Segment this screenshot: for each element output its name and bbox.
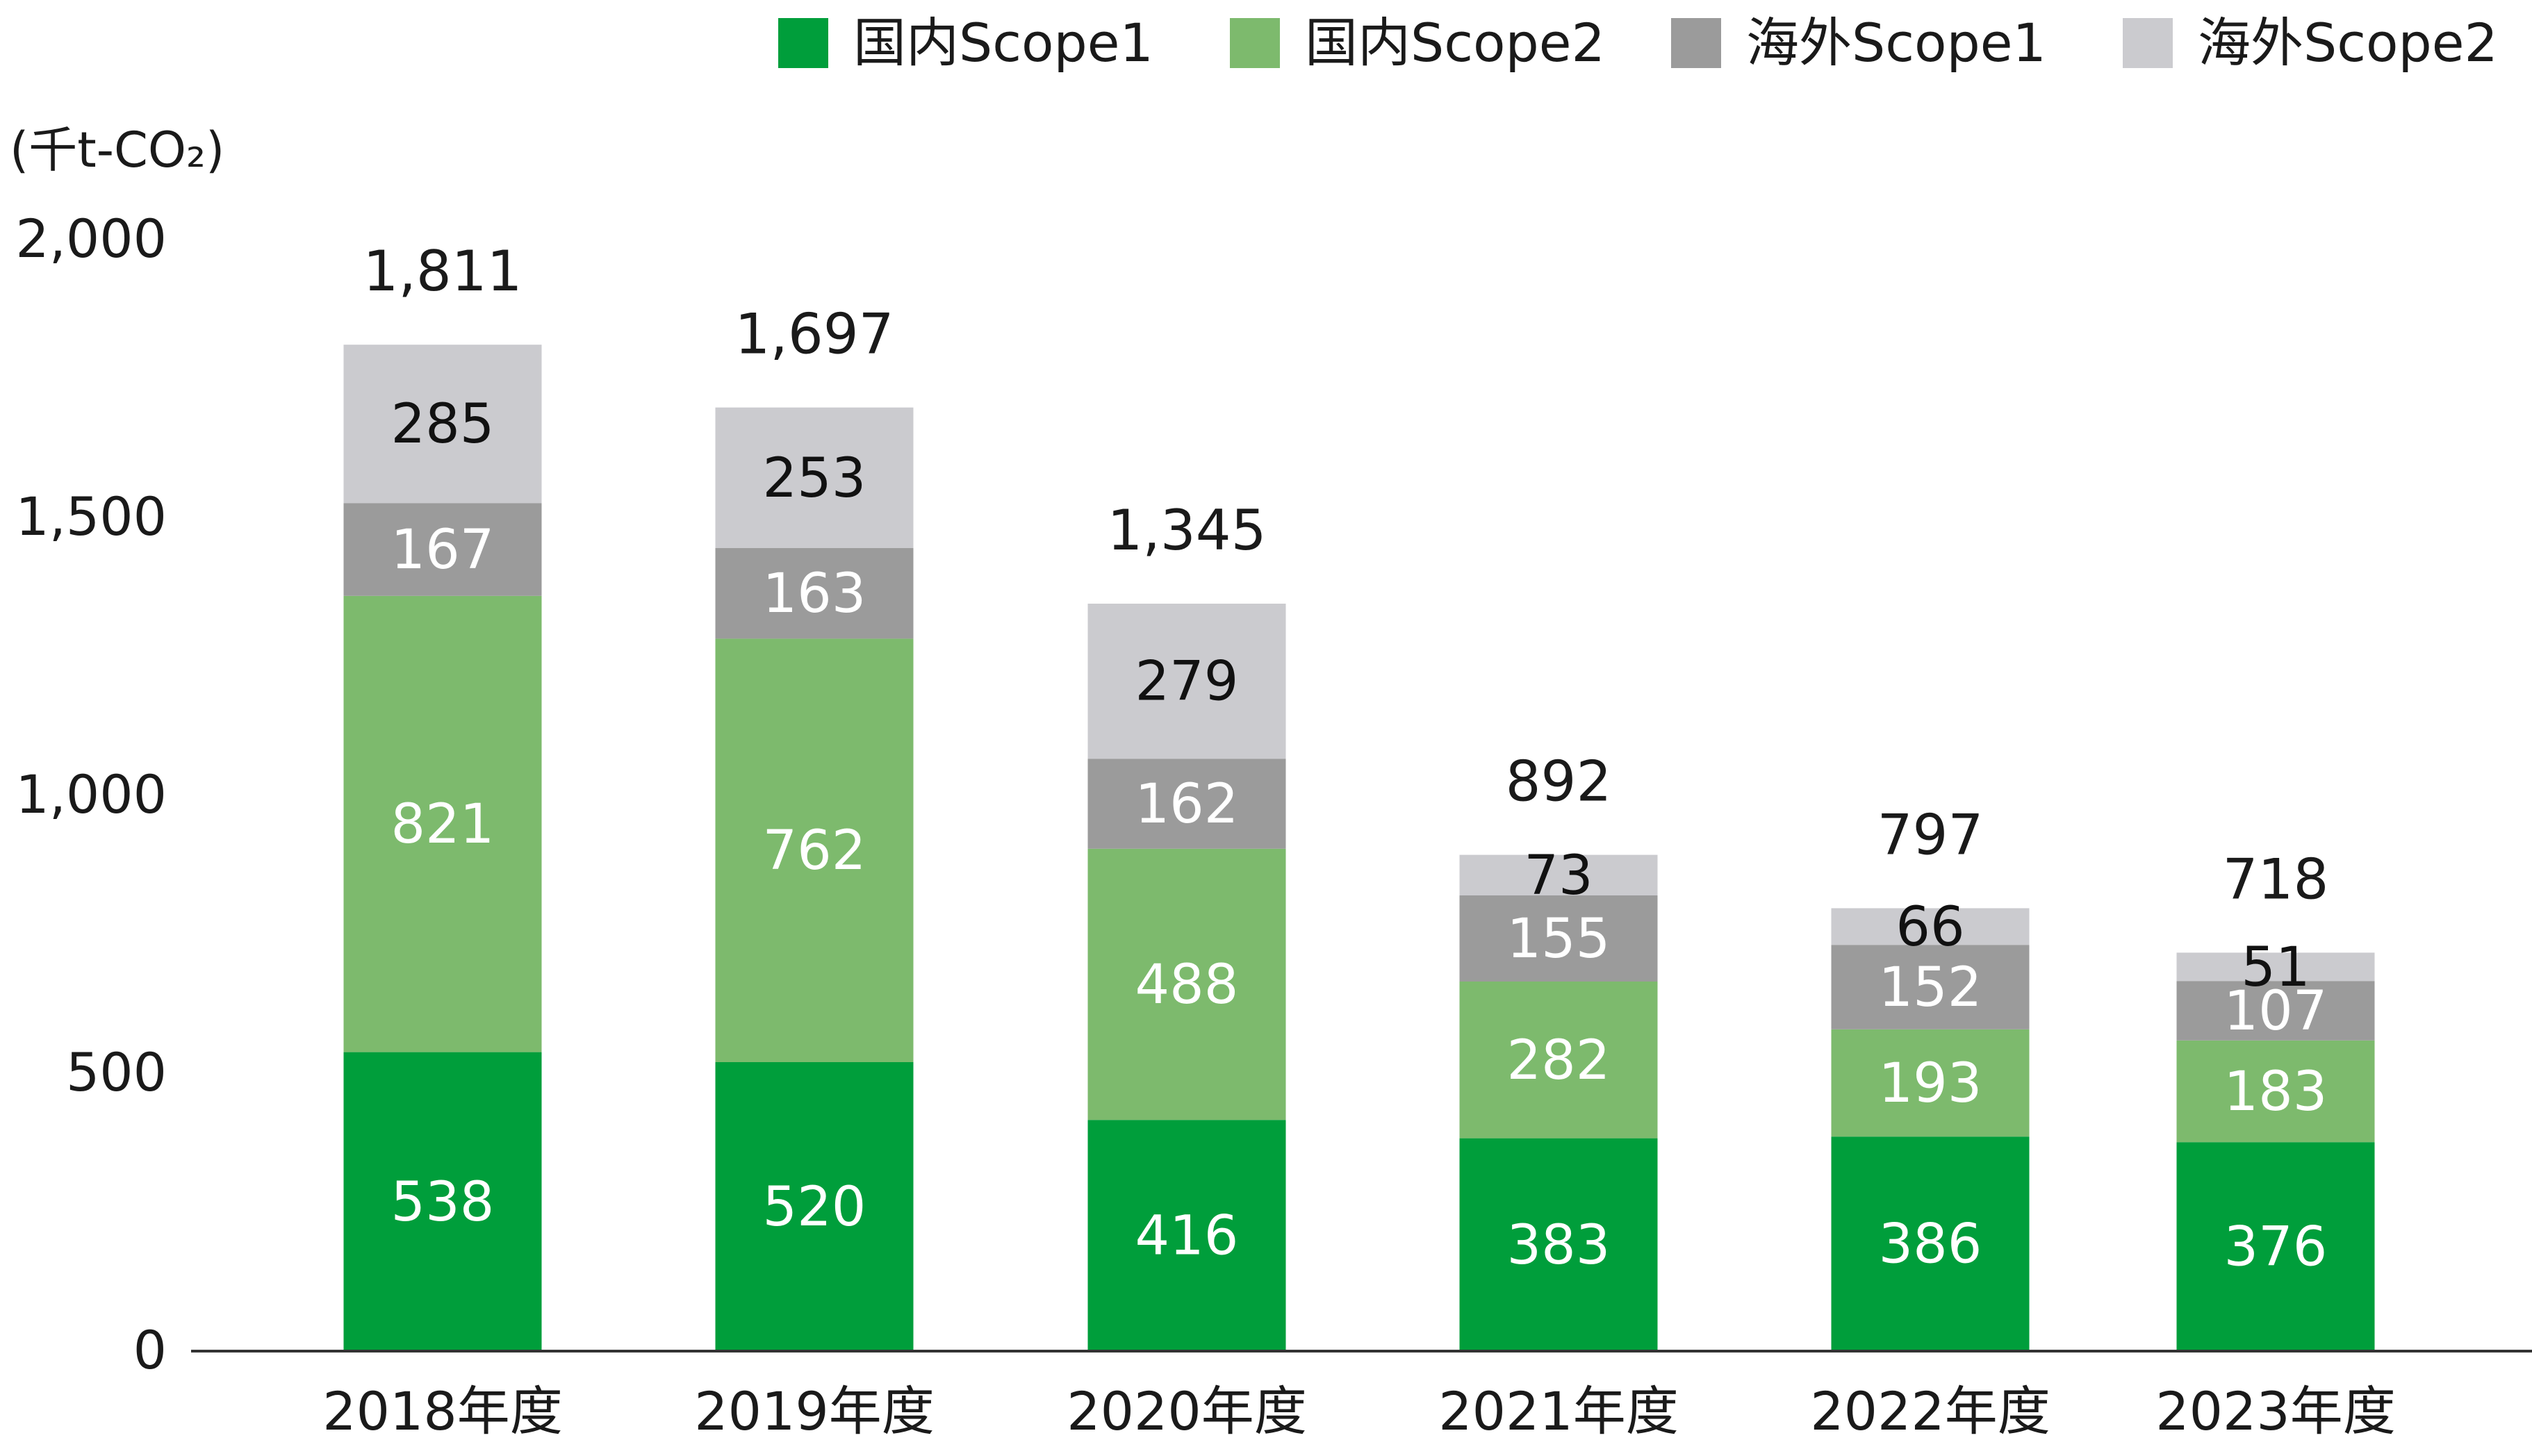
bar-segment-value-label: 155 xyxy=(1507,908,1611,970)
bar-segment xyxy=(715,638,914,1062)
bar-segment-value-label: 73 xyxy=(1524,845,1593,907)
bars: 538 821 167 285 1,811 520 762 163 253 1,697 416 488… xyxy=(343,239,2375,1351)
legend-swatch xyxy=(778,18,828,68)
legend-swatch xyxy=(2123,18,2173,68)
bar-segment xyxy=(2176,981,2375,1041)
bar-segment xyxy=(343,503,542,596)
bar-total-label: 1,345 xyxy=(1107,498,1266,563)
bar-segment xyxy=(1087,1120,1286,1351)
bar-segment-value-label: 152 xyxy=(1879,957,1982,1019)
bar-segment xyxy=(1831,1029,2030,1137)
bar-segment xyxy=(2176,1040,2375,1143)
bar-segment xyxy=(2176,1142,2375,1351)
bar-segment xyxy=(1831,945,2030,1029)
bar-segment-value-label: 285 xyxy=(391,393,495,456)
bar-segment xyxy=(1459,895,1658,982)
bar-stack: 538 821 167 285 1,811 xyxy=(343,239,542,1351)
legend: 国内Scope1 国内Scope2 海外Scope1 海外Scope2 xyxy=(778,12,2498,74)
bar-segment-value-label: 66 xyxy=(1896,896,1964,959)
y-tick-label: 1,500 xyxy=(15,486,167,547)
bar-stack: 416 488 162 279 1,345 xyxy=(1087,498,1286,1351)
bar-segment-value-label: 183 xyxy=(2224,1061,2328,1123)
bar-segment-value-label: 821 xyxy=(391,793,495,856)
legend-item: 国内Scope2 xyxy=(1230,12,1605,74)
x-tick-label: 2020年度 xyxy=(1067,1380,1306,1442)
bar-segment xyxy=(1459,1138,1658,1351)
bar-segment-value-label: 282 xyxy=(1507,1029,1611,1092)
bar-total-label: 1,811 xyxy=(363,239,522,304)
bar-segment xyxy=(1459,854,1658,895)
bar-segment-value-label: 279 xyxy=(1135,651,1239,713)
legend-item: 海外Scope1 xyxy=(1671,12,2046,74)
y-tick-label: 2,000 xyxy=(15,208,167,270)
bar-segment xyxy=(2176,952,2375,982)
legend-label: 国内Scope2 xyxy=(1305,12,1605,74)
bar-total-label: 797 xyxy=(1877,802,1984,867)
legend-label: 海外Scope2 xyxy=(2198,12,2498,74)
bar-segment-value-label: 107 xyxy=(2224,980,2328,1043)
legend-swatch xyxy=(1671,18,1721,68)
legend-label: 国内Scope1 xyxy=(853,12,1153,74)
bar-segment xyxy=(1087,604,1286,759)
bar-segment xyxy=(1831,1136,2030,1351)
bar-segment-value-label: 762 xyxy=(763,820,866,882)
x-tick-label: 2018年度 xyxy=(322,1380,562,1442)
bar-total-label: 718 xyxy=(2223,847,2329,911)
bar-segment-value-label: 253 xyxy=(763,447,866,510)
bar-total-label: 1,697 xyxy=(734,302,894,367)
y-tick-label: 1,000 xyxy=(15,763,167,825)
bar-stack: 520 762 163 253 1,697 xyxy=(715,302,914,1351)
bar-segment-value-label: 167 xyxy=(391,519,495,581)
bar-segment-value-label: 416 xyxy=(1135,1205,1239,1268)
bar-segment-value-label: 383 xyxy=(1507,1214,1611,1277)
bar-segment xyxy=(343,1052,542,1351)
bar-segment xyxy=(343,595,542,1052)
y-axis-unit-label: (千t-CO₂) xyxy=(10,122,224,179)
bar-segment xyxy=(715,1062,914,1351)
bar-segment-value-label: 193 xyxy=(1879,1052,1982,1115)
bar-segment-value-label: 538 xyxy=(391,1171,495,1234)
bar-segment xyxy=(1087,848,1286,1120)
y-axis-ticks: 0 500 1,000 1,500 2,000 xyxy=(15,208,167,1381)
x-tick-label: 2023年度 xyxy=(2155,1380,2395,1442)
bar-segment xyxy=(1831,908,2030,945)
bar-segment-value-label: 163 xyxy=(763,563,866,625)
bar-segment xyxy=(715,548,914,639)
bar-segment-value-label: 51 xyxy=(2241,936,2310,999)
bar-segment-value-label: 162 xyxy=(1135,773,1239,836)
bar-segment xyxy=(715,407,914,548)
legend-label: 海外Scope1 xyxy=(1746,12,2046,74)
legend-item: 海外Scope2 xyxy=(2123,12,2498,74)
y-tick-label: 0 xyxy=(133,1319,167,1381)
legend-swatch xyxy=(1230,18,1280,68)
x-tick-label: 2021年度 xyxy=(1438,1380,1678,1442)
bar-segment xyxy=(1459,982,1658,1139)
bar-segment xyxy=(1087,759,1286,849)
bar-segment-value-label: 488 xyxy=(1135,954,1239,1016)
bar-total-label: 892 xyxy=(1506,750,1612,814)
bar-segment-value-label: 386 xyxy=(1879,1214,1982,1276)
bar-segment xyxy=(343,345,542,504)
bar-segment-value-label: 376 xyxy=(2224,1216,2328,1279)
x-tick-label: 2019年度 xyxy=(694,1380,934,1442)
x-axis-tick-labels: 2018年度 2019年度 2020年度 2021年度 2022年度 2023年度 xyxy=(322,1380,2395,1442)
bar-segment-value-label: 520 xyxy=(763,1176,866,1239)
x-tick-label: 2022年度 xyxy=(1810,1380,2050,1442)
y-tick-label: 500 xyxy=(66,1041,167,1103)
legend-item: 国内Scope1 xyxy=(778,12,1153,74)
